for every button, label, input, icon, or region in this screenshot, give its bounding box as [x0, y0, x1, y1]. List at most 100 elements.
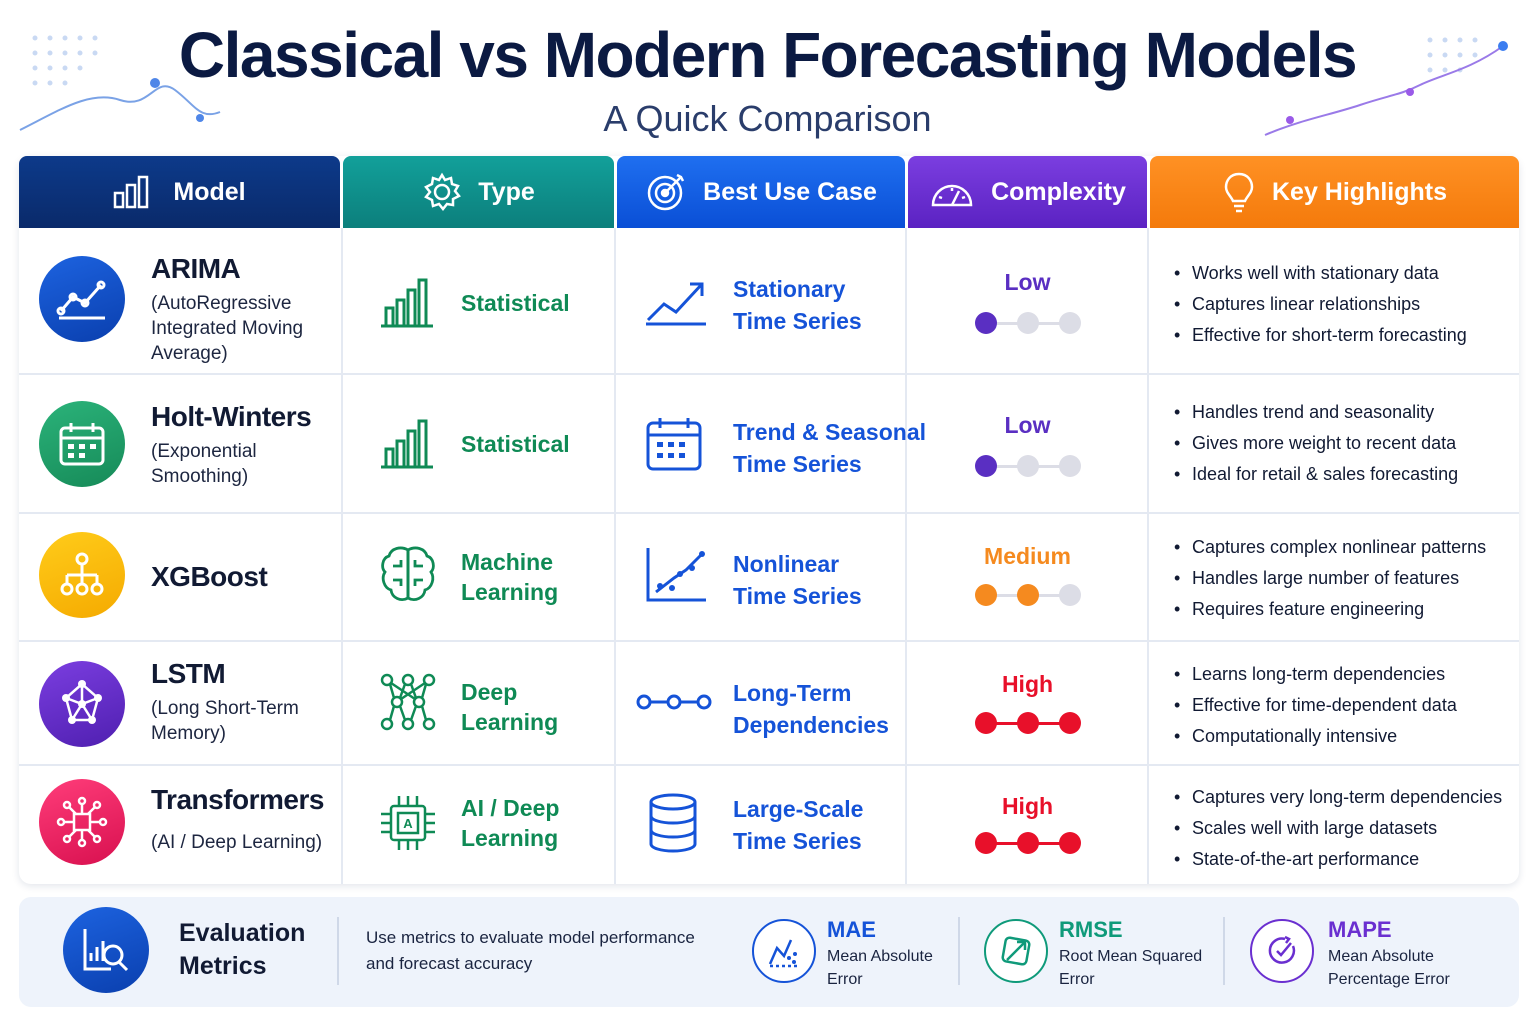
complexity-indicator: [975, 711, 1081, 735]
use-case: Long-Term Dependencies: [733, 677, 889, 741]
complexity-label: High: [1001, 793, 1054, 819]
use-case-line: Time Series: [733, 451, 862, 477]
table-row: ARIMA (AutoRegressive Integrated Moving …: [19, 228, 1519, 373]
evaluation-metrics-panel: Evaluation Metrics Use metrics to evalua…: [19, 897, 1519, 1007]
use-case-line: Long-Term: [733, 680, 852, 706]
bar-chart-icon: [114, 175, 149, 209]
calendar-icon: [644, 415, 704, 478]
metric-description: Mean Absolute Percentage Error: [1328, 948, 1450, 988]
model-name: Transformers: [151, 784, 324, 815]
gear-icon: [424, 172, 462, 212]
model-name: XGBoost: [151, 561, 268, 592]
use-case-line: Dependencies: [733, 712, 889, 738]
use-case: Large-Scale Time Series: [733, 793, 863, 857]
highlight-item: Captures linear relationships: [1174, 289, 1467, 320]
complexity-indicator: [975, 454, 1081, 478]
gauge-icon: [931, 184, 973, 207]
highlights-list: Learns long-term dependencies Effective …: [1174, 659, 1457, 752]
column-divider: [614, 228, 616, 884]
highlight-item: State-of-the-art performance: [1174, 844, 1502, 875]
complexity-dot: [975, 312, 997, 334]
scatter-chart-icon: [644, 546, 708, 609]
divider: [1223, 917, 1225, 985]
column-divider: [341, 228, 343, 884]
complexity-dot: [1059, 312, 1081, 334]
model-type: AI / Deep Learning: [461, 793, 559, 853]
model-type-line: Learning: [461, 709, 559, 735]
highlight-item: Requires feature engineering: [1174, 594, 1486, 625]
metric-description: Root Mean Squared Error: [1059, 948, 1203, 988]
page-title: Classical vs Modern Forecasting Models: [178, 19, 1358, 91]
complexity-dot: [975, 584, 997, 606]
trend-up-icon: [644, 278, 710, 331]
header-complexity-label: Complexity: [991, 177, 1126, 206]
model-type: Statistical: [461, 431, 570, 457]
use-case-line: Time Series: [733, 583, 862, 609]
chain-nodes-icon: [636, 692, 712, 717]
model-type-line: Learning: [461, 579, 559, 605]
model-type: Statistical: [461, 290, 570, 316]
bar-chart-icon: [379, 417, 435, 474]
highlight-item: Effective for short-term forecasting: [1174, 320, 1467, 351]
model-subtitle: (AI / Deep Learning): [151, 832, 323, 853]
use-case-line: Large-Scale: [733, 796, 864, 822]
highlight-item: Captures complex nonlinear patterns: [1174, 532, 1486, 563]
page-subtitle: A Quick Comparison: [603, 98, 932, 139]
use-case: Stationary Time Series: [733, 273, 862, 337]
metric-name: RMSE: [1059, 917, 1123, 942]
highlights-list: Handles trend and seasonality Gives more…: [1174, 397, 1458, 490]
circuit-icon: [39, 779, 125, 865]
evaluation-metrics-title: Evaluation Metrics: [179, 919, 306, 980]
model-type-line: Learning: [461, 825, 559, 851]
model-subtitle: (Exponential Smoothing): [151, 441, 257, 487]
complexity-dot: [975, 455, 997, 477]
use-case: Trend & Seasonal Time Series: [733, 416, 926, 480]
network-icon: [39, 661, 125, 747]
table-row: Transformers (AI / Deep Learning) A AI /…: [19, 766, 1519, 884]
complexity-dot: [975, 832, 997, 854]
highlights-list: Captures very long-term dependencies Sca…: [1174, 782, 1502, 875]
database-icon: [647, 792, 699, 859]
model-subtitle: (Long Short-Term Memory): [151, 698, 299, 744]
highlight-item: Handles trend and seasonality: [1174, 397, 1458, 428]
header-highlights: Key Highlights: [1150, 156, 1519, 228]
header-type: Type: [343, 156, 614, 228]
highlight-item: Works well with stationary data: [1174, 258, 1467, 289]
complexity-label: Medium: [984, 543, 1071, 569]
highlight-item: Learns long-term dependencies: [1174, 659, 1457, 690]
complexity-dot: [1017, 455, 1039, 477]
complexity-indicator: [975, 831, 1081, 855]
highlights-list: Works well with stationary data Captures…: [1174, 258, 1467, 351]
bar-chart-icon: [379, 276, 435, 333]
highlight-item: Scales well with large datasets: [1174, 813, 1502, 844]
model-type-line: Deep: [461, 679, 518, 705]
mae-icon: [752, 919, 816, 983]
header-use-case: Best Use Case: [617, 156, 905, 228]
complexity-dot: [1017, 712, 1039, 734]
complexity-dot: [1059, 455, 1081, 477]
model-type: Machine Learning: [461, 547, 558, 607]
row-divider: [19, 373, 1519, 375]
use-case-line: Time Series: [733, 828, 862, 854]
complexity-dot: [1059, 584, 1081, 606]
use-case-line: Time Series: [733, 308, 862, 334]
model-name: ARIMA: [151, 253, 241, 284]
comparison-table: Model Type Best Use Case Complexity Key …: [19, 156, 1519, 884]
complexity-dot: [1059, 712, 1081, 734]
column-divider: [905, 228, 907, 884]
highlight-item: Computationally intensive: [1174, 721, 1457, 752]
complexity-indicator: [975, 311, 1081, 335]
use-case-line: Stationary: [733, 276, 846, 302]
target-icon: [647, 173, 685, 211]
use-case: Nonlinear Time Series: [733, 548, 862, 612]
svg-text:A: A: [403, 816, 413, 831]
ai-chip-icon: A: [379, 792, 437, 859]
row-divider: [19, 512, 1519, 514]
highlights-list: Captures complex nonlinear patterns Hand…: [1174, 532, 1486, 625]
complexity-label: Low: [1004, 269, 1051, 295]
table-row: LSTM (Long Short-Term Memory) Deep Learn…: [19, 642, 1519, 764]
complexity-dot: [1017, 312, 1039, 334]
column-divider: [1147, 228, 1149, 884]
header-type-label: Type: [478, 177, 535, 206]
header-model-label: Model: [173, 177, 246, 206]
